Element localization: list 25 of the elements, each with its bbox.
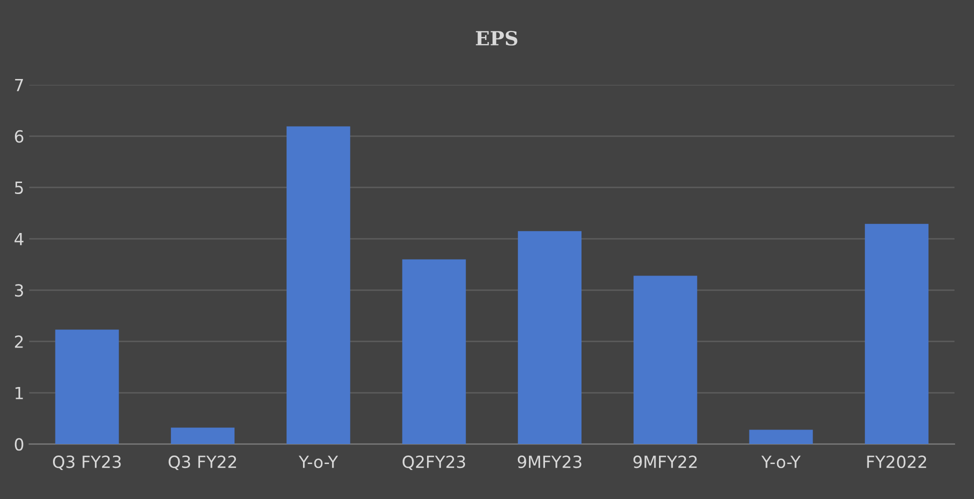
y-tick-label: 5 <box>15 182 23 194</box>
x-tick-label: Q3 FY23 <box>52 456 121 470</box>
y-tick-label: 4 <box>14 232 24 246</box>
bar <box>518 231 582 444</box>
bar <box>749 430 813 444</box>
y-tick-label: 2 <box>14 335 23 348</box>
chart-title: EPS <box>476 30 518 46</box>
x-tick-label: Q3 FY22 <box>168 456 236 470</box>
x-tick-label: Y-o-Y <box>298 456 338 468</box>
y-tick-label: 0 <box>14 438 24 451</box>
bar <box>170 428 235 444</box>
x-tick-label: 9MFY23 <box>518 456 582 468</box>
x-tick-label: FY2022 <box>867 456 926 468</box>
y-tick-label: 6 <box>14 130 24 143</box>
bar <box>286 126 350 444</box>
x-tick-label: 9MFY22 <box>633 456 697 468</box>
y-tick-label: 1 <box>16 386 23 400</box>
bar <box>402 259 466 444</box>
bar <box>634 276 698 444</box>
x-tick-label: Y-o-Y <box>761 456 801 468</box>
bar <box>864 224 928 444</box>
y-tick-label: 7 <box>15 79 23 92</box>
bar <box>55 330 119 444</box>
y-tick-label: 3 <box>15 284 24 297</box>
x-tick-label: Q2FY23 <box>402 456 466 470</box>
